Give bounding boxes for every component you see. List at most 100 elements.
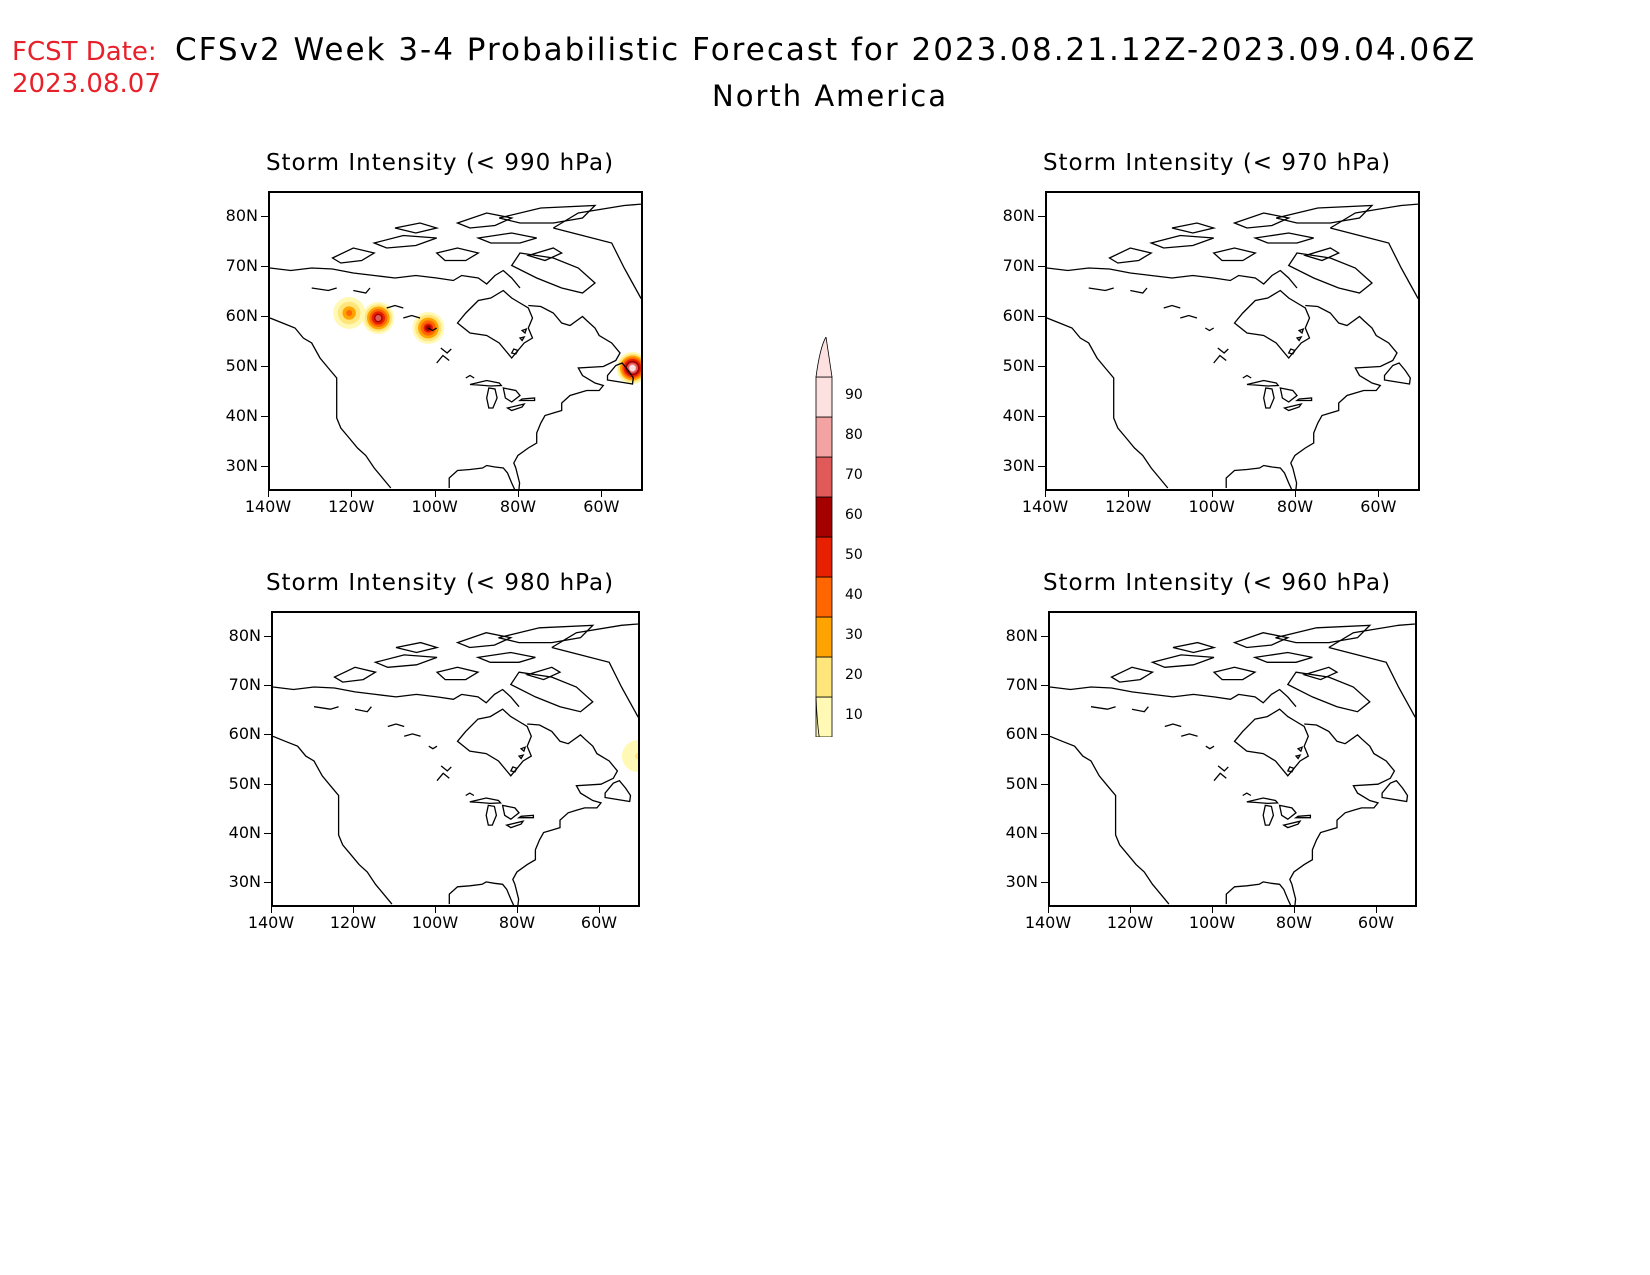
coastline	[1149, 234, 1214, 249]
latitude-tick	[264, 783, 271, 785]
latitude-label: 50N	[1002, 356, 1035, 375]
coastline	[1050, 735, 1170, 905]
coastline	[1232, 632, 1290, 649]
colorbar-label: 20	[845, 667, 863, 683]
coastline	[448, 304, 621, 489]
colorbar: 10 20 30 40 50 60 70 80 90	[810, 335, 890, 768]
coastline	[1110, 666, 1155, 683]
coastline	[1287, 348, 1296, 355]
coastline	[1286, 671, 1371, 713]
longitude-label: 60W	[1357, 913, 1395, 932]
coastline	[1050, 686, 1297, 708]
longitude-label: 140W	[1024, 913, 1072, 932]
forecast-date-label: FCST Date:	[12, 37, 157, 67]
longitude-tick	[599, 907, 600, 913]
probability-blob	[629, 365, 636, 371]
latitude-label: 30N	[228, 872, 261, 892]
coastline	[1262, 804, 1275, 826]
coastline	[1263, 387, 1275, 409]
colorbar-segment	[815, 416, 833, 458]
latitude-tick	[1038, 416, 1045, 417]
longitude-tick	[1294, 907, 1295, 913]
coastline	[505, 402, 526, 412]
probability-blob	[621, 740, 638, 773]
colorbar-segment	[815, 616, 833, 658]
coastline	[311, 287, 337, 292]
latitude-label: 70N	[1005, 675, 1038, 694]
colorbar-label: 60	[845, 507, 863, 523]
colorbar-label: 70	[845, 467, 863, 483]
latitude-tick	[1041, 882, 1048, 884]
map-frame	[271, 611, 640, 907]
latitude-label: 70N	[225, 256, 258, 275]
coastline	[1278, 804, 1297, 820]
coastline	[1301, 666, 1339, 681]
latitude-tick	[261, 266, 268, 267]
map-panel-990: Storm Intensity (< 990 hPa) 80N 70N 60N 50N…	[200, 150, 680, 530]
colorbar-label: 40	[845, 587, 863, 603]
longitude-tick	[601, 491, 603, 497]
coastline	[526, 247, 564, 262]
coastline	[1294, 397, 1313, 402]
coastline	[1232, 212, 1291, 229]
latitude-label: 40N	[228, 823, 261, 842]
coastline	[436, 354, 450, 364]
coastline	[1252, 651, 1313, 663]
coastline	[273, 735, 393, 905]
coastline	[1171, 222, 1217, 234]
coastline	[1275, 624, 1372, 644]
coastline	[440, 765, 452, 772]
coastline	[502, 387, 521, 403]
coastline	[1279, 387, 1298, 403]
coastline	[498, 624, 595, 644]
coastline	[1213, 354, 1227, 364]
latitude-label: 40N	[1005, 823, 1038, 842]
region-subtitle: North America	[712, 79, 948, 113]
longitude-label: 140W	[1021, 497, 1069, 516]
longitude-tick	[1048, 907, 1049, 913]
panel-title: Storm Intensity (< 980 hPa)	[265, 570, 615, 596]
latitude-label: 60N	[225, 306, 258, 325]
coastline	[475, 232, 537, 244]
coastline	[313, 706, 339, 710]
latitude-label: 50N	[1005, 773, 1038, 793]
latitude-label: 80N	[1002, 206, 1035, 225]
coastline	[1282, 820, 1302, 829]
coastline	[354, 706, 372, 713]
coastline	[509, 671, 594, 713]
coastline	[1164, 723, 1182, 728]
longitude-tick	[1211, 491, 1213, 497]
coastline	[510, 252, 597, 294]
coastline	[448, 723, 619, 905]
longitude-tick	[1130, 907, 1131, 913]
coastline	[552, 203, 641, 300]
coastline	[519, 746, 527, 753]
coastline	[505, 820, 525, 829]
latitude-label: 50N	[225, 356, 258, 375]
longitude-tick	[1128, 491, 1130, 497]
latitude-label: 40N	[1002, 406, 1035, 425]
coastline	[1296, 746, 1304, 753]
coastline	[386, 304, 404, 309]
forecast-date-block: FCST Date: 2023.08.07	[12, 36, 161, 100]
latitude-tick	[264, 685, 271, 686]
coastline	[456, 289, 534, 360]
latitude-label: 50N	[228, 773, 261, 793]
longitude-label: 120W	[1105, 497, 1152, 516]
coastline	[1303, 247, 1341, 262]
coastline	[1180, 314, 1198, 319]
coastline	[436, 772, 450, 782]
coastline	[1246, 379, 1280, 387]
colorbar-label: 90	[845, 387, 863, 403]
latitude-label: 80N	[225, 206, 258, 225]
longitude-tick	[1212, 907, 1213, 913]
longitude-label: 120W	[328, 497, 375, 516]
coastline	[520, 327, 528, 335]
latitude-label: 80N	[228, 625, 261, 645]
longitude-label: 100W	[1188, 497, 1235, 516]
coastline	[1212, 247, 1257, 262]
longitude-label: 140W	[247, 913, 295, 932]
coastline	[1233, 708, 1310, 777]
colorbar-label: 10	[845, 707, 863, 723]
latitude-tick	[261, 416, 268, 417]
